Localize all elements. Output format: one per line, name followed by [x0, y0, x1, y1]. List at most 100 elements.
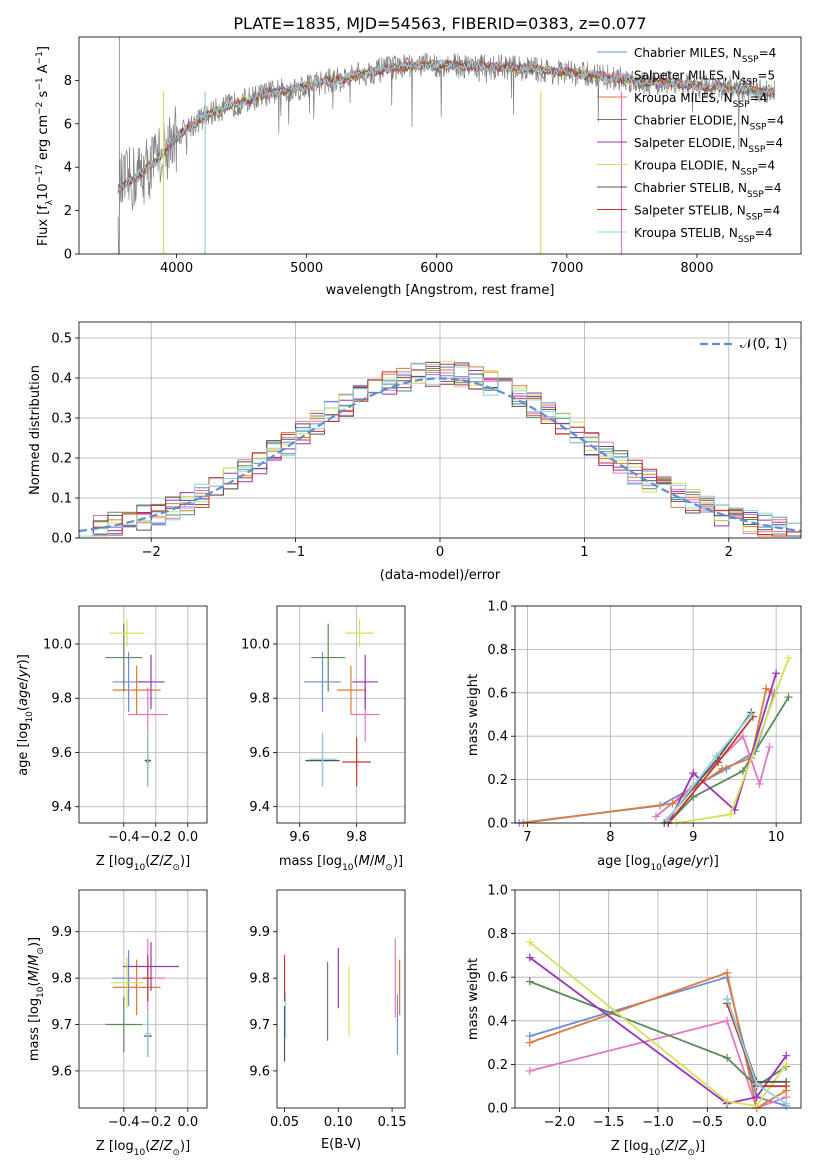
y-tick-label: 0.6 [487, 686, 508, 701]
data-point-marker [525, 1066, 534, 1075]
point-salpeter-stelib [143, 954, 153, 1002]
y-tick-label: 9.6 [51, 746, 72, 761]
y-tick-label: 0.8 [487, 643, 508, 658]
label-part: ⊙ [36, 947, 46, 955]
label-part: (data-model)/error [380, 568, 501, 583]
series-chabrier-elodie [664, 693, 793, 827]
data-point-marker [668, 799, 677, 808]
label-part: Normed distribution [28, 365, 43, 495]
y-tick-label: 9.9 [51, 925, 72, 940]
x-axis-label-mass-vs-ebv: E(B-V) [321, 1137, 361, 1152]
point-kroupa-miles [112, 959, 161, 1016]
x-tick-label: −0.5 [692, 1115, 724, 1130]
legend-entry-salpeter-miles: Salpeter MILES, NSSP=5 [634, 69, 775, 88]
label-part: SSP [746, 213, 763, 223]
series-line [523, 686, 773, 824]
series-kroupa-elodie [525, 938, 791, 1110]
label-part: ⊙ [172, 1148, 180, 1158]
label-part: =4 [765, 136, 783, 150]
y-tick-label: 2 [64, 204, 72, 219]
x-tick-label: 8 [606, 830, 614, 845]
label-part: −2 [35, 102, 45, 115]
label-part: ( [16, 706, 31, 711]
axes-weight_vs_age: 7 8 9 10 0.0 0.2 0.4 0.6 0.8 1.0 [487, 600, 801, 845]
label-part: −1 [35, 77, 45, 90]
y-tick-label: 0.2 [487, 1058, 508, 1073]
label-part: =4 [759, 46, 777, 60]
label-part: Z [149, 854, 160, 869]
label-part: M [27, 970, 42, 981]
label-part: age [667, 854, 691, 869]
label-part: ⊙ [385, 863, 393, 873]
label-part: yr [695, 854, 711, 869]
data-point-marker [782, 1082, 791, 1091]
legend-entry-kroupa-stelib: Kroupa STELIB, NSSP=4 [634, 226, 772, 245]
label-part: / [370, 854, 375, 869]
axes-mass_vs_EBV: 0.05 0.10 0.15 9.6 9.7 9.8 9.9 [249, 925, 406, 1130]
label-part: Chabrier STELIB, N [634, 181, 747, 195]
label-part: ⊙ [172, 863, 180, 873]
label-part: / [27, 965, 42, 970]
label-part: erg cm [36, 115, 51, 164]
gaussian-reference-curve [78, 377, 802, 533]
legend-entry-salpeter-elodie: Salpeter ELODIE, NSSP=4 [634, 136, 783, 155]
label-part: Flux [f [36, 205, 51, 246]
data-point-marker [738, 732, 747, 741]
label-part: ⊙ [687, 1148, 695, 1158]
label-part: Z [678, 1139, 689, 1154]
data-point-marker [782, 1099, 791, 1108]
axes-residuals: −2 −1 0 1 2 0.0 0.1 0.2 0.3 0.4 0.5 [51, 322, 801, 560]
y-tick-label: 0 [64, 248, 72, 263]
y-tick-label: 9.6 [249, 746, 270, 761]
label-part: s [36, 90, 51, 101]
legend-entry-chabrier-elodie: Chabrier ELODIE, NSSP=4 [634, 114, 784, 133]
label-part: M [27, 955, 42, 966]
series-kroupa-miles [519, 684, 776, 827]
legend-entry-gaussian: 𝒩(0, 1) [740, 337, 787, 352]
x-tick-label: 2 [725, 545, 733, 560]
histogram-kroupa-stelib [79, 362, 801, 537]
y-tick-label: 9.8 [249, 692, 270, 707]
label-part: =4 [763, 204, 781, 218]
point-kroupa-elodie [109, 619, 145, 647]
axes-frame [514, 605, 802, 824]
data-point-marker [718, 764, 727, 773]
label-part: =4 [766, 114, 784, 128]
x-tick-label: 0.15 [378, 1115, 407, 1130]
y-tick-label: 1.0 [487, 884, 508, 899]
label-part: Z [149, 1139, 160, 1154]
x-axis-label-mass-vs-z: Z [log10(Z/Z⊙)] [96, 1139, 190, 1158]
x-axis-label-weight-vs-age: age [log10(age/yr)] [597, 854, 719, 873]
x-axis-label-spectrum: wavelength [Angstrom, rest frame] [326, 283, 555, 298]
y-tick-label: 0.0 [487, 817, 508, 832]
x-tick-label: 6000 [420, 261, 453, 276]
data-point-marker [784, 693, 793, 702]
x-tick-label: 5000 [290, 261, 323, 276]
point-kroupa-elodie [345, 619, 374, 647]
data-point-marker [689, 769, 698, 778]
label-part: mass weight [466, 958, 481, 1040]
label-part: / [691, 854, 696, 869]
y-tick-label: 9.8 [51, 692, 72, 707]
label-part: / [674, 1139, 679, 1154]
legend-entry-chabrier-stelib: Chabrier STELIB, NSSP=4 [634, 181, 782, 200]
y-tick-label: 9.7 [51, 1018, 72, 1033]
point-salpeter-elodie [352, 654, 378, 710]
x-tick-label: 0.10 [324, 1115, 353, 1130]
x-axis-label-residuals: (data-model)/error [380, 568, 501, 583]
label-part: )] [393, 854, 403, 869]
axes-frame [78, 605, 208, 824]
label-part: 10 [342, 863, 354, 873]
label-part: Kroupa STELIB, N [634, 226, 738, 240]
label-part: M [359, 854, 370, 869]
data-point-marker [782, 1051, 791, 1060]
label-part: yr [16, 663, 31, 679]
data-point-marker [752, 1080, 761, 1089]
x-tick-label: −2.0 [544, 1115, 576, 1130]
label-part: λ [45, 199, 55, 205]
y-axis-label-mass-vs-z: mass [log10(M/M⊙)] [27, 937, 46, 1061]
x-tick-label: 9 [689, 830, 697, 845]
label-part: ] [36, 46, 51, 51]
label-part: Salpeter MILES, N [634, 69, 741, 83]
